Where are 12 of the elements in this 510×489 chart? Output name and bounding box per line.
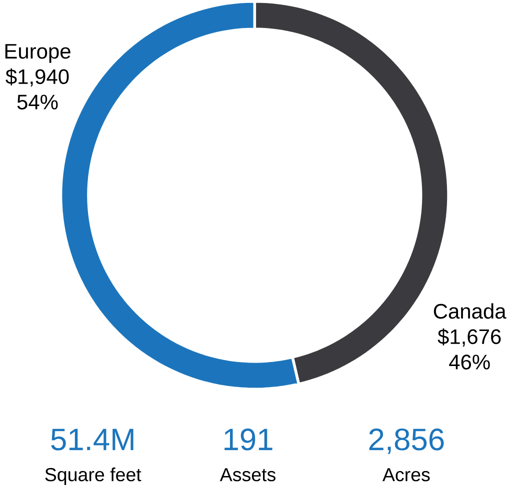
slice-label: Europe bbox=[5, 44, 70, 63]
text: 2,856 bbox=[369, 428, 444, 454]
text: Square feet bbox=[45, 468, 142, 486]
text: 51.4M bbox=[51, 428, 134, 451]
data-label: $1,676 bbox=[438, 328, 501, 347]
text: Assets bbox=[220, 468, 276, 482]
text: 191 bbox=[224, 428, 272, 451]
data-label: $1,940 bbox=[6, 68, 69, 87]
slice-label: Canada bbox=[434, 303, 506, 319]
text: 46% bbox=[449, 354, 490, 370]
text: 54% bbox=[17, 94, 58, 110]
text: Acres bbox=[382, 468, 430, 482]
